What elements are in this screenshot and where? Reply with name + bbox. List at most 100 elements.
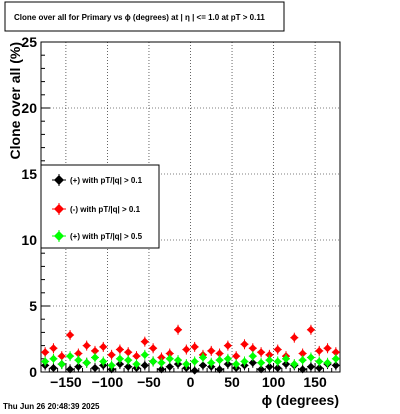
data-point [140,360,149,371]
data-point [257,347,266,358]
data-point [315,356,324,367]
data-point [149,343,158,354]
data-point [290,359,299,370]
data-point [107,349,116,360]
chart-title: Clone over all for Primary vs ϕ (degrees… [14,13,265,22]
x-tick-label: 100 [262,374,286,390]
data-point [41,347,50,358]
data-point [190,341,199,352]
y-axis-title: Clone over all (%) [7,42,23,159]
x-tick-label: −100 [92,374,124,390]
data-point [207,357,216,368]
data-point [265,361,274,372]
x-tick-label: −150 [50,374,82,390]
x-tick-label: 50 [224,374,240,390]
data-point [282,353,291,364]
data-point [240,356,249,367]
legend-label: (-) with pT/|q| > 0.1 [70,205,141,214]
data-point [331,360,340,371]
data-point [265,349,274,360]
data-point [115,353,124,364]
legend-label: (+) with pT/|q| > 0.1 [70,176,143,185]
y-tick-label: 5 [29,298,37,314]
data-point [90,363,99,373]
data-point [273,356,282,367]
data-point [323,357,332,368]
data-point [190,356,199,367]
data-point [298,364,307,374]
x-tick-label: 0 [187,374,195,390]
data-point [66,364,75,374]
data-point [49,353,58,364]
data-point [248,351,257,362]
legend: (+) with pT/|q| > 0.1 (-) with pT/|q| > 0… [40,164,160,249]
data-point [174,324,183,335]
data-point [140,349,149,360]
data-point [232,359,241,370]
data-point [298,355,307,366]
data-point [306,361,315,372]
legend-marker [54,204,64,214]
data-point [74,355,83,366]
x-tick-label: −50 [137,374,161,390]
data-point [182,344,191,355]
data-point [66,351,75,362]
data-point [99,356,108,367]
data-point [223,340,232,351]
data-point [140,336,149,347]
data-point [49,363,58,373]
data-point [265,355,274,366]
data-points [41,324,340,375]
data-point [90,352,99,363]
data-point [99,341,108,352]
data-point [331,353,340,364]
data-point [306,352,315,363]
legend-marker [54,175,64,185]
legend-entry: (+) with pT/|q| > 0.1 [52,174,143,186]
data-point [107,360,116,371]
y-tick-label: 0 [29,364,37,380]
data-point [215,355,224,366]
y-tick-label: 15 [21,166,37,182]
x-tick-label: 150 [303,374,327,390]
data-point [82,340,91,351]
data-point [257,357,266,368]
data-point [190,365,199,375]
y-tick-label: 20 [21,100,37,116]
data-point [174,355,183,366]
data-point [57,359,66,370]
data-point [149,356,158,367]
data-point [115,359,124,370]
title-box [4,1,285,32]
data-point [215,364,224,374]
data-point [115,344,124,355]
data-point [165,353,174,364]
data-point [306,324,315,335]
legend-label: (+) with pT/|q| > 0.5 [70,232,143,241]
data-point [49,343,58,354]
data-point [323,343,332,354]
data-point [290,332,299,343]
data-point [57,351,66,362]
data-point [198,352,207,363]
data-point [223,353,232,364]
data-point [207,345,216,356]
data-point [157,352,166,363]
data-point [273,344,282,355]
legend-entry: (-) with pT/|q| > 0.1 [52,203,141,215]
legend-entry: (+) with pT/|q| > 0.5 [52,230,143,242]
data-point [315,345,324,356]
data-point [232,351,241,362]
data-point [157,357,166,368]
data-point [248,357,257,368]
data-point [82,357,91,368]
data-point [66,330,75,341]
data-point [132,359,141,370]
y-tick-label: 25 [21,34,37,50]
axis-ticks: −150 −100 −50 0 50 100 150 0 5 10 15 20 25 [21,34,341,390]
data-point [124,355,133,366]
data-point [240,339,249,350]
x-axis-title: ϕ (degrees) [262,392,339,408]
data-point [182,359,191,370]
